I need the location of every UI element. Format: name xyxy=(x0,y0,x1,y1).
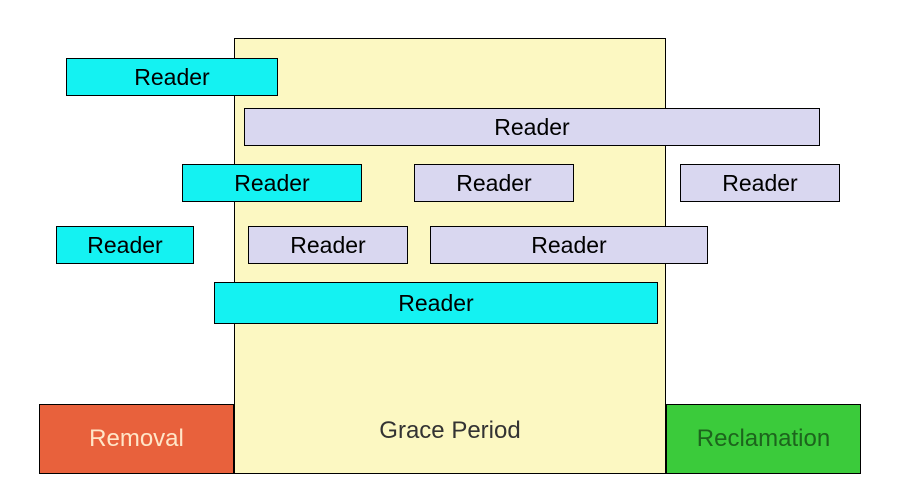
reclamation-label: Reclamation xyxy=(697,425,830,453)
reader-label: Reader xyxy=(87,232,162,259)
reclamation-region: Reclamation xyxy=(666,404,861,474)
reader-box: Reader xyxy=(430,226,708,264)
reader-box: Reader xyxy=(56,226,194,264)
reader-box: Reader xyxy=(66,58,278,96)
reader-box: Reader xyxy=(680,164,840,202)
reader-box: Reader xyxy=(248,226,408,264)
grace-period-label: Grace Period xyxy=(235,417,665,445)
reader-label: Reader xyxy=(456,170,531,197)
reader-label: Reader xyxy=(290,232,365,259)
removal-region: Removal xyxy=(39,404,234,474)
diagram-stage: Grace Period Removal Reclamation Reader R… xyxy=(0,0,898,502)
reader-label: Reader xyxy=(494,114,569,141)
removal-label: Removal xyxy=(89,425,184,453)
reader-label: Reader xyxy=(531,232,606,259)
reader-box: Reader xyxy=(414,164,574,202)
reader-box: Reader xyxy=(244,108,820,146)
reader-label: Reader xyxy=(398,290,473,317)
reader-box: Reader xyxy=(214,282,658,324)
reader-label: Reader xyxy=(722,170,797,197)
reader-label: Reader xyxy=(134,64,209,91)
reader-label: Reader xyxy=(234,170,309,197)
reader-box: Reader xyxy=(182,164,362,202)
